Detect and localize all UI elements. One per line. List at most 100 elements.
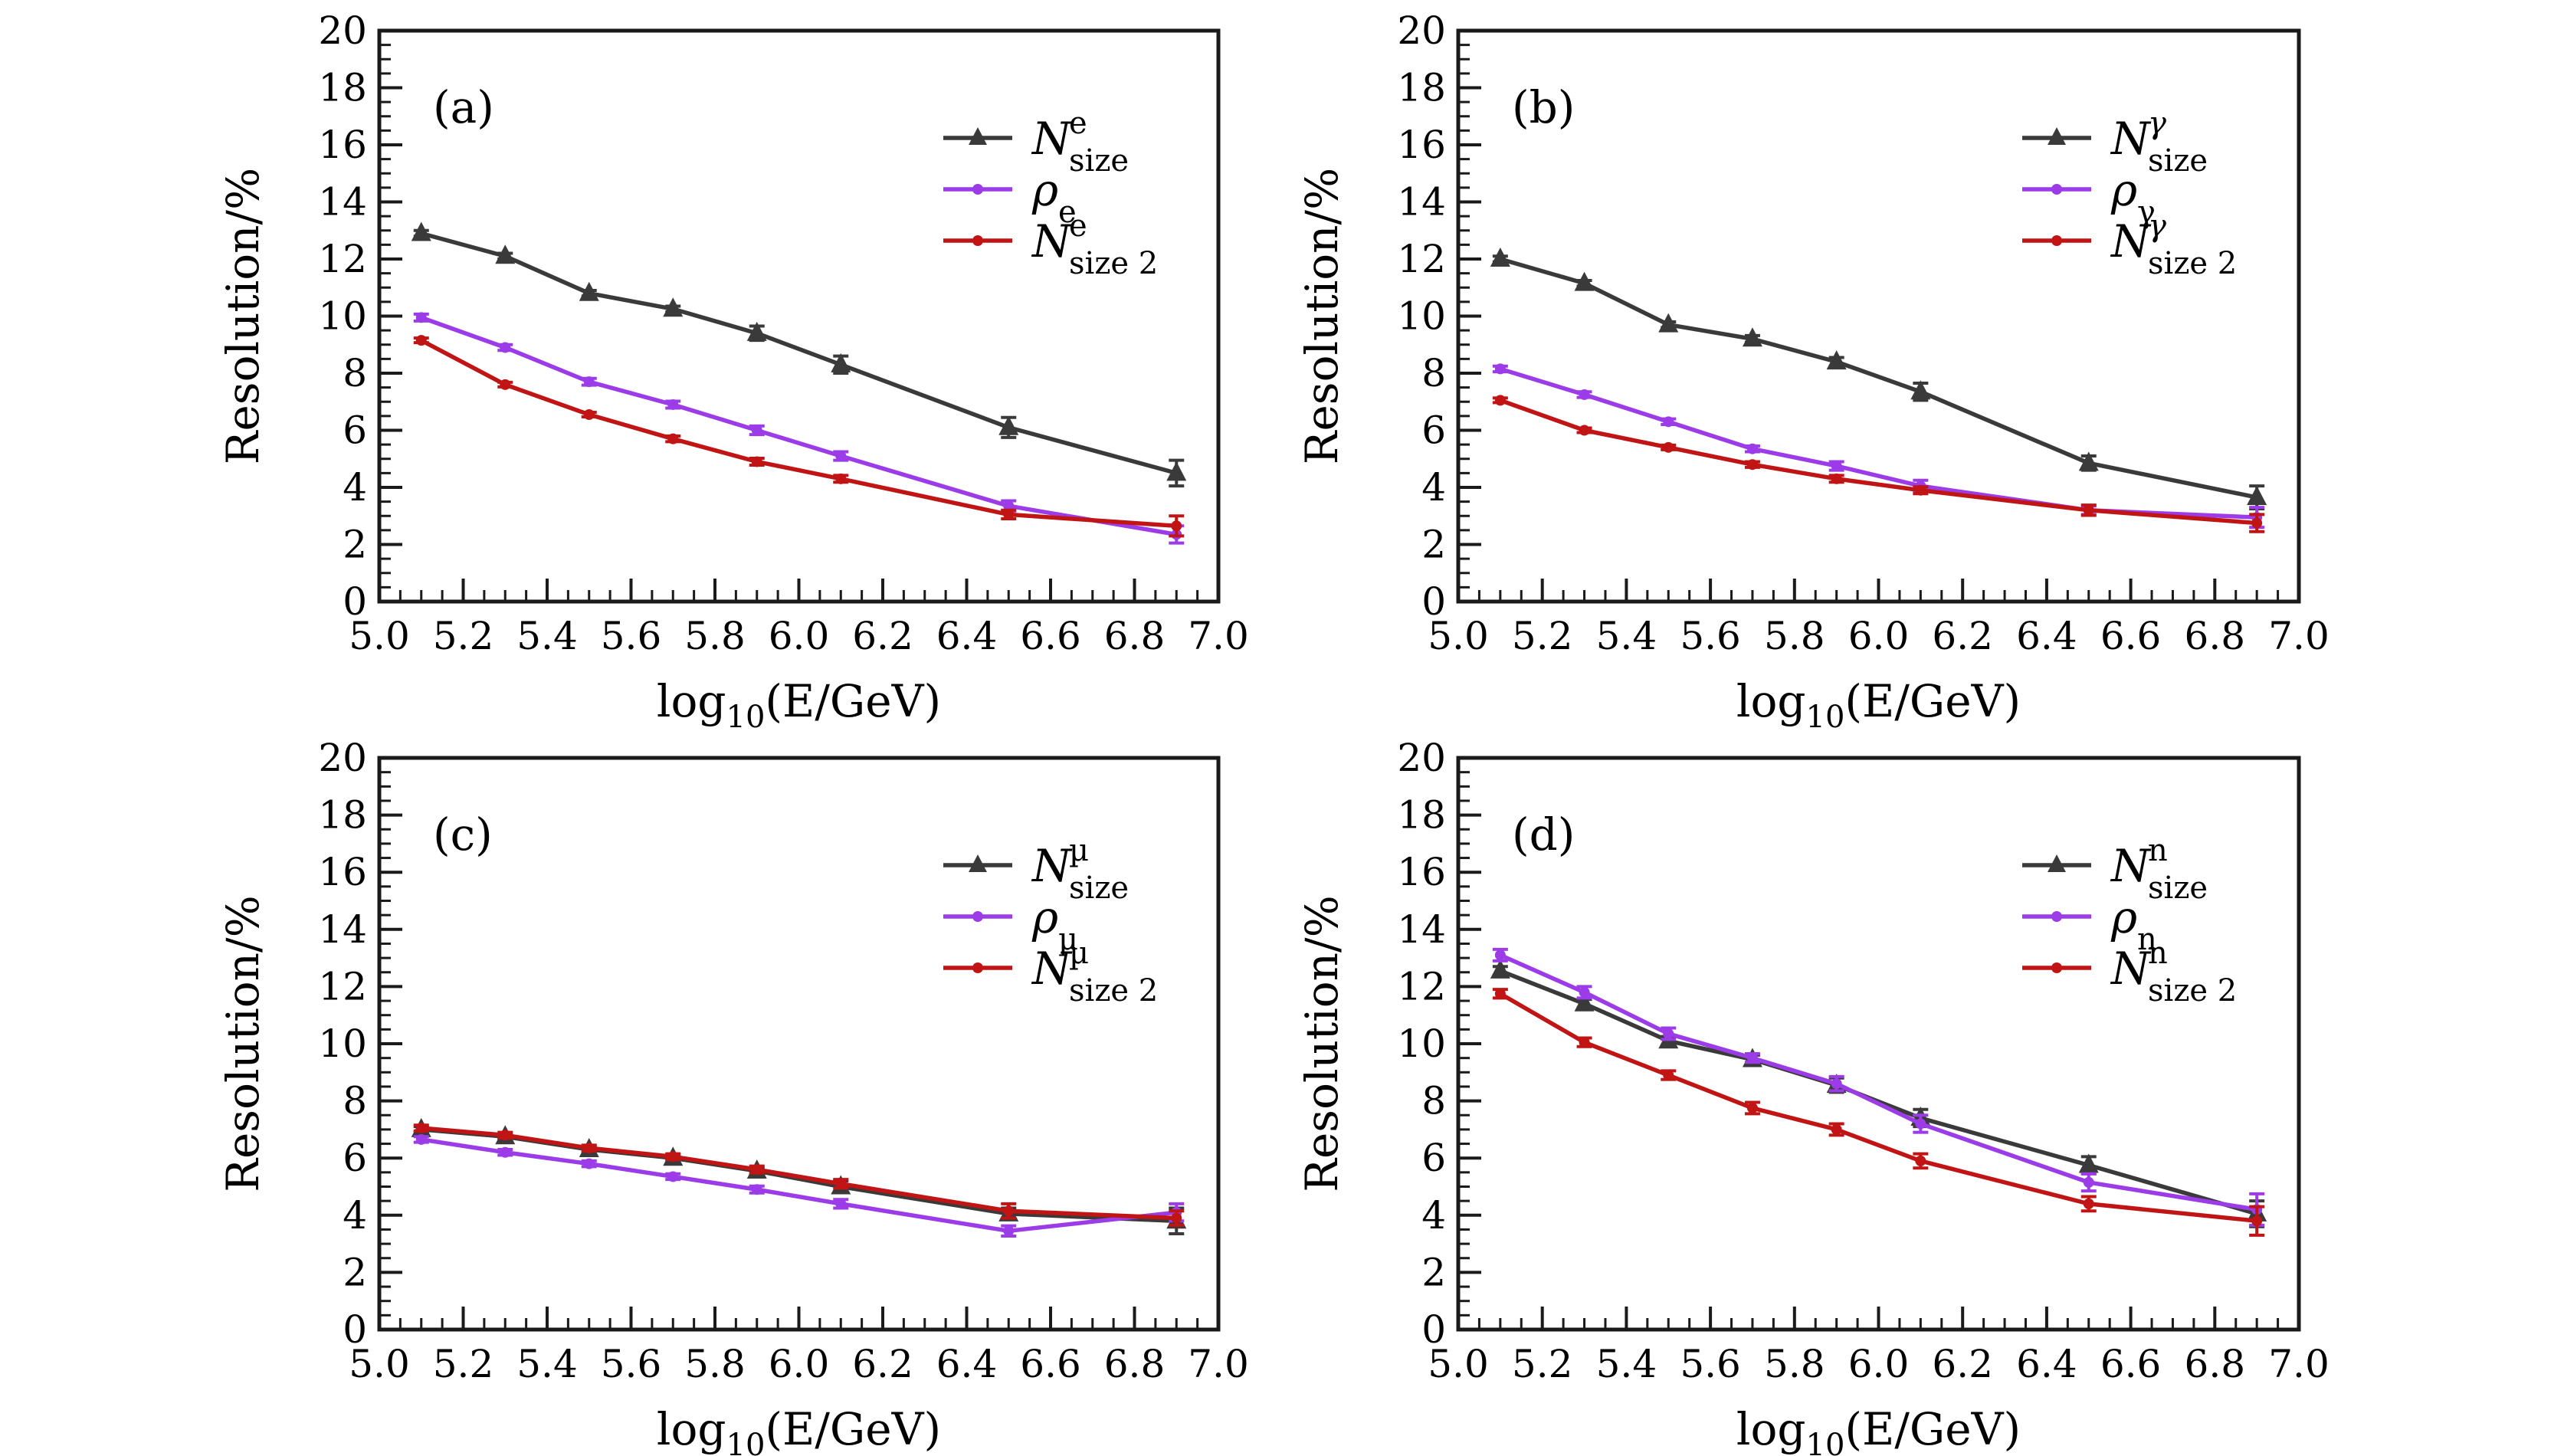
y-tick-label: 4 xyxy=(1421,1193,1446,1238)
panel-a-x-axis-title: log10(E/GeV) xyxy=(657,675,941,735)
panel-c-x-axis-title: log10(E/GeV) xyxy=(657,1403,941,1456)
legend-dot-marker xyxy=(2051,911,2062,922)
triangle-marker xyxy=(1910,380,1931,400)
x-tick-label: 7.0 xyxy=(2268,1342,2330,1386)
y-tick-label: 10 xyxy=(1397,1021,1446,1066)
series-line xyxy=(421,231,1177,476)
x-tick-label: 5.4 xyxy=(1596,614,1657,658)
panel-d-y-axis: 0 2 4 6 8 10 12 14 16 18 20 xyxy=(1397,736,1481,1352)
panel-b-x-axis: 5.0 5.2 5.4 5.6 5.8 6.0 6.2 6.4 6.6 6.8 7.0 xyxy=(1428,579,2330,658)
y-tick-label: 12 xyxy=(1397,964,1446,1008)
y-tick-label: 10 xyxy=(1397,294,1446,339)
legend-label-sub: µ xyxy=(1058,922,1078,957)
y-tick-label: 14 xyxy=(318,907,367,952)
x-tick-label: 5.8 xyxy=(1764,614,1825,658)
panel-d-letter: (d) xyxy=(1512,808,1575,861)
triangle-marker xyxy=(2078,451,2099,471)
panel-a-plot-box xyxy=(377,28,1221,604)
legend-label-base: N xyxy=(2110,943,2152,995)
legend-label-base: ρ xyxy=(1031,164,1058,216)
y-tick-label: 14 xyxy=(318,180,367,225)
panel-c-series-rho xyxy=(413,1133,1185,1238)
dot-marker xyxy=(583,409,595,421)
dot-marker xyxy=(583,1143,595,1154)
y-tick-label: 2 xyxy=(1421,523,1446,567)
y-tick-label: 20 xyxy=(318,8,367,53)
x-tick-label: 6.8 xyxy=(2185,1342,2246,1386)
triangle-marker xyxy=(1574,992,1595,1012)
x-tick-label: 7.0 xyxy=(1188,614,1249,658)
x-tick-label: 6.0 xyxy=(769,1342,830,1386)
triangle-marker xyxy=(2078,1153,2099,1173)
triangle-marker xyxy=(495,244,516,264)
triangle-marker xyxy=(2247,486,2267,506)
triangle-marker xyxy=(831,353,851,372)
y-tick-label: 6 xyxy=(343,408,367,453)
series-line xyxy=(1500,366,2257,520)
panel-a-y-axis-title: Resolution/% xyxy=(217,168,269,464)
x-tick-label: 6.2 xyxy=(1932,614,1993,658)
triangle-marker xyxy=(579,281,599,301)
dot-marker xyxy=(1579,389,1590,400)
x-tick-label: 5.2 xyxy=(1512,614,1573,658)
series-line xyxy=(1499,992,2257,1223)
dot-marker xyxy=(500,1130,511,1141)
dot-marker xyxy=(1831,473,1842,484)
legend-label-base: N xyxy=(1031,113,1073,165)
legend-label-base: ρ xyxy=(2110,164,2137,216)
legend-label-base: N xyxy=(2110,840,2152,892)
legend-label-sub: size 2 xyxy=(1069,973,1158,1008)
panel-a-y-axis: 0 2 4 6 8 10 12 14 16 18 20 xyxy=(318,8,402,624)
legend-triangle-marker xyxy=(2048,127,2066,145)
dot-marker xyxy=(667,1171,679,1182)
x-tick-label: 5.8 xyxy=(684,1342,746,1386)
legend-label-sup: e xyxy=(1069,106,1087,141)
y-tick-label: 4 xyxy=(1421,465,1446,510)
legend-label-sub: size 2 xyxy=(2148,246,2237,281)
legend-label-sup: µ xyxy=(1069,833,1089,868)
panel-b-series-nsize2 xyxy=(1492,395,2265,533)
panel-c-letter: (c) xyxy=(433,808,493,861)
legend-triangle-marker xyxy=(2048,854,2066,872)
y-tick-label: 18 xyxy=(1397,66,1446,110)
x-tick-label: 5.2 xyxy=(433,614,494,658)
legend-label-sub: n xyxy=(2137,922,2157,957)
panel-d-x-axis: 5.0 5.2 5.4 5.6 5.8 6.0 6.2 6.4 6.6 6.8 7.0 xyxy=(1428,1307,2330,1386)
triangle-marker xyxy=(1490,959,1510,979)
y-tick-label: 16 xyxy=(1397,123,1446,167)
x-tick-label: 6.0 xyxy=(1848,1342,1910,1386)
x-tick-label: 5.6 xyxy=(1680,1342,1741,1386)
dot-marker xyxy=(1003,500,1015,512)
dot-marker xyxy=(500,379,511,390)
legend-dot-marker xyxy=(2051,962,2062,973)
triangle-marker xyxy=(1490,248,1510,267)
y-tick-label: 8 xyxy=(1421,351,1446,395)
dot-marker xyxy=(1831,1078,1842,1090)
series-line xyxy=(420,315,1177,537)
y-tick-label: 6 xyxy=(1421,408,1446,453)
dot-marker xyxy=(1746,459,1758,471)
dot-marker xyxy=(1579,1037,1590,1048)
panel-b-series-nsize xyxy=(1490,248,2267,510)
panel-c-x-axis: 5.0 5.2 5.4 5.6 5.8 6.0 6.2 6.4 6.6 6.8 7.0 xyxy=(349,1307,1249,1386)
y-tick-label: 18 xyxy=(318,793,367,838)
legend-label-base: N xyxy=(2110,113,2152,165)
series-line xyxy=(1499,953,2257,1212)
x-tick-label: 5.2 xyxy=(433,1342,494,1386)
x-tick-label: 6.4 xyxy=(936,1342,998,1386)
dot-marker xyxy=(667,433,679,444)
dot-marker xyxy=(415,312,427,323)
legend-label-sub: size xyxy=(2148,871,2208,906)
y-tick-label: 2 xyxy=(1421,1250,1446,1294)
y-tick-label: 0 xyxy=(343,1307,367,1352)
dot-marker xyxy=(667,398,679,410)
triangle-marker xyxy=(998,415,1019,435)
dot-marker xyxy=(1663,441,1674,453)
dot-marker xyxy=(1171,520,1182,532)
dot-marker xyxy=(2251,517,2263,529)
panel-a-letter: (a) xyxy=(433,81,494,133)
legend-triangle-marker xyxy=(969,854,987,872)
